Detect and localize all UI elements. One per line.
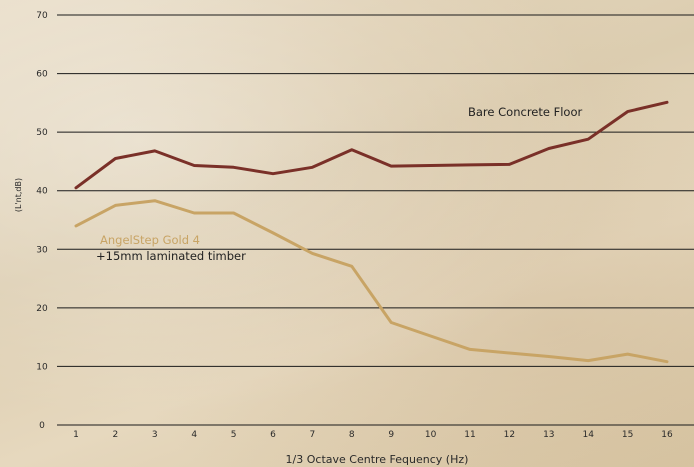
y-axis-label: (L'nt,dB) bbox=[14, 178, 23, 212]
y-tick-label-70: 70 bbox=[36, 11, 48, 21]
y-tick-label-20: 20 bbox=[36, 304, 48, 314]
y-tick-label-50: 50 bbox=[36, 128, 48, 138]
x-tick-label-4: 4 bbox=[191, 430, 197, 440]
y-tick-label-60: 60 bbox=[36, 70, 48, 80]
x-axis-label: 1/3 Octave Centre Fequency (Hz) bbox=[286, 453, 469, 466]
series-label-bare-concrete: Bare Concrete Floor bbox=[468, 105, 582, 119]
x-tick-label-2: 2 bbox=[113, 430, 119, 440]
x-axis-label-main: 1/3 Octave Centre Fequency bbox=[286, 453, 443, 466]
x-tick-label-12: 12 bbox=[504, 430, 515, 440]
series-label-angelstep-line2: +15mm laminated timber bbox=[96, 249, 246, 263]
x-tick-label-11: 11 bbox=[464, 430, 475, 440]
y-tick-label-40: 40 bbox=[36, 187, 48, 197]
series-lines bbox=[74, 100, 669, 364]
x-tick-label-16: 16 bbox=[661, 430, 673, 440]
gridlines bbox=[57, 14, 694, 426]
x-axis-label-unit: (Hz) bbox=[442, 453, 468, 466]
x-tick-label-5: 5 bbox=[231, 430, 237, 440]
x-tick-label-13: 13 bbox=[543, 430, 554, 440]
x-tick-label-1: 1 bbox=[73, 430, 79, 440]
y-tick-label-30: 30 bbox=[36, 245, 48, 255]
x-tick-label-8: 8 bbox=[349, 430, 355, 440]
x-tick-label-6: 6 bbox=[270, 430, 276, 440]
x-tick-label-3: 3 bbox=[152, 430, 158, 440]
y-tick-label-0: 0 bbox=[39, 421, 45, 431]
x-tick-label-9: 9 bbox=[388, 430, 394, 440]
x-tick-label-7: 7 bbox=[310, 430, 316, 440]
series-label-angelstep: AngelStep Gold 4 bbox=[100, 233, 200, 247]
series-line-angelstep bbox=[74, 199, 669, 364]
y-tick-labels: 0 10 20 30 40 50 60 70 bbox=[36, 11, 48, 431]
x-tick-labels: 1 2 3 4 5 6 7 8 9 10 11 12 13 14 15 16 bbox=[73, 430, 673, 440]
y-tick-label-10: 10 bbox=[36, 362, 48, 372]
series-line-bare-concrete bbox=[74, 100, 669, 190]
x-tick-label-10: 10 bbox=[425, 430, 437, 440]
x-tick-label-15: 15 bbox=[622, 430, 633, 440]
x-tick-label-14: 14 bbox=[582, 430, 594, 440]
